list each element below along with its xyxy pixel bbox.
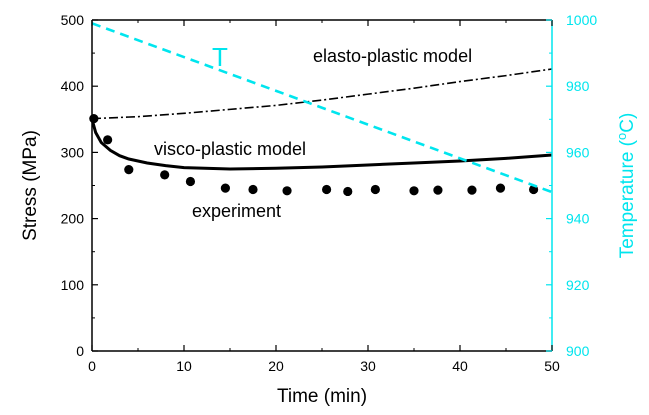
x-tick-label: 0 [88,358,96,374]
experiment-point [220,183,230,193]
ticks: 0 10 20 30 40 5001002003004005009009209409609… [61,12,598,374]
x-tick-label: 10 [176,358,192,374]
visco-plastic-model-label: visco-plastic model [154,139,306,159]
y-tick-label: 500 [61,12,85,28]
y2-tick-label: 920 [566,277,590,293]
y2-tick-label: 940 [566,211,590,227]
y2-tick-label: 1000 [566,12,597,28]
experiment-point [467,185,477,195]
plot-content [89,22,553,197]
temperature-line [91,22,553,194]
experiment-point [282,186,292,196]
experiment-point [185,176,196,187]
experiment-point [495,183,506,193]
experiment-point [433,185,443,195]
x-tick-label: 40 [452,358,468,374]
x-tick-label: 20 [268,358,284,374]
x-tick-label: 50 [544,358,560,374]
y2-tick-label: 900 [566,343,590,359]
experiment-label: experiment [192,201,281,221]
y-tick-label: 100 [61,277,85,293]
y2-tick-label: 980 [566,78,590,94]
x-axis-title: Time (min) [277,386,367,407]
experiment-point [248,184,258,195]
y-tick-label: 300 [61,144,85,160]
y2-axis-title: Temperature (oC) [614,113,639,259]
y2-tick-label: 960 [566,144,590,160]
experiment-point [322,184,332,195]
temperature-series-label: T [212,42,228,72]
experiment-point [409,186,419,196]
experiment-point [370,184,380,195]
experiment-point [343,186,353,197]
elasto-plastic-model-label: elasto-plastic model [313,46,472,66]
axes [91,19,553,352]
experiment-point [160,170,170,180]
y-tick-label: 0 [76,343,84,359]
experiment-point [103,135,113,145]
y-tick-label: 400 [61,78,85,94]
experiment-point [124,165,134,175]
visco-plastic-model-line [90,118,553,171]
labels: Time (min) Stress (MPa) Temperature (oC)… [20,42,638,407]
x-tick-label: 30 [360,358,376,374]
y-tick-label: 200 [61,211,85,227]
y-axis-title: Stress (MPa) [20,130,41,241]
elasto-plastic-model-line [91,68,553,120]
